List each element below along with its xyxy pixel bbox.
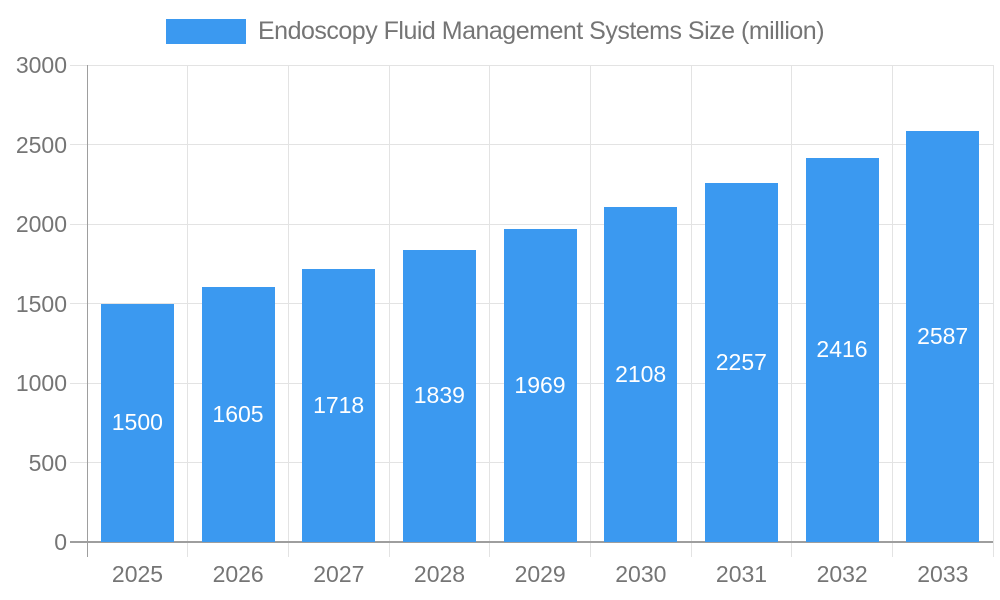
x-axis-tick: [388, 542, 390, 557]
bar-2032[interactable]: 2416: [805, 157, 879, 542]
x-axis-label: 2033: [917, 561, 969, 587]
y-axis-label: 2000: [15, 211, 67, 237]
bar-2027[interactable]: 1718: [302, 268, 376, 542]
y-axis-label: 0: [54, 529, 67, 555]
x-axis-tick: [287, 542, 289, 557]
x-axis-label: 2028: [413, 561, 466, 587]
v-gridline: [489, 65, 491, 542]
x-axis-label: 2030: [615, 561, 667, 587]
x-axis-label: 2026: [212, 561, 264, 587]
h-gridline: [87, 144, 993, 145]
x-axis-label: 2029: [514, 561, 566, 587]
y-axis-label: 2500: [15, 131, 67, 158]
v-gridline: [791, 65, 793, 542]
y-axis-tick: [70, 223, 87, 225]
bar-2028[interactable]: 1839: [402, 249, 476, 542]
bar-2029[interactable]: 1969: [503, 228, 577, 542]
x-axis-tick: [891, 542, 893, 557]
bar-2026[interactable]: 1605: [201, 286, 275, 542]
y-axis-tick: [70, 64, 87, 66]
bar-value-label: 1839: [413, 382, 465, 409]
legend-item[interactable]: Endoscopy Fluid Management Systems Size …: [166, 16, 825, 46]
v-gridline: [690, 65, 692, 542]
v-gridline: [388, 65, 390, 542]
x-axis-tick: [791, 542, 793, 557]
v-gridline: [992, 65, 994, 542]
x-axis-label: 2027: [313, 561, 365, 587]
legend-label: Endoscopy Fluid Management Systems Size …: [258, 16, 825, 45]
x-axis-label: 2025: [111, 561, 164, 587]
v-gridline: [187, 65, 189, 542]
x-axis-tick: [589, 542, 591, 557]
v-gridline: [891, 65, 893, 542]
bar-2033[interactable]: 2587: [906, 130, 980, 542]
x-axis-tick: [187, 542, 189, 557]
y-axis-tick: [70, 382, 87, 384]
bar-value-label: 2587: [917, 322, 969, 349]
x-axis-label: 2032: [816, 561, 868, 587]
v-gridline: [287, 65, 289, 542]
y-axis-label: 1000: [15, 370, 67, 396]
bar-value-label: 1718: [313, 391, 365, 418]
bar-2025[interactable]: 1500: [100, 303, 174, 542]
y-axis-label: 1500: [15, 290, 67, 317]
x-axis-baseline: [70, 541, 993, 543]
x-axis-label: 2031: [715, 561, 768, 587]
y-axis-line: [86, 65, 88, 557]
v-gridline: [589, 65, 591, 542]
h-gridline: [87, 64, 993, 66]
y-axis-tick: [70, 303, 87, 304]
bar-value-label: 2416: [816, 336, 868, 363]
y-axis-tick: [70, 144, 87, 145]
h-gridline: [87, 223, 993, 225]
y-axis-label: 3000: [15, 52, 67, 78]
bar-2031[interactable]: 2257: [704, 183, 778, 542]
bar-value-label: 1969: [514, 371, 566, 398]
x-axis-tick: [992, 542, 994, 557]
y-axis-tick: [70, 462, 87, 463]
x-axis-tick: [690, 542, 692, 557]
x-axis-tick: [489, 542, 491, 557]
y-axis-label: 500: [28, 449, 67, 476]
bar-value-label: 2257: [715, 349, 767, 376]
bar-value-label: 1605: [212, 400, 264, 427]
bar-value-label: 1500: [111, 409, 163, 436]
bar-value-label: 2108: [615, 360, 667, 387]
bar-2030[interactable]: 2108: [604, 206, 678, 542]
legend-swatch: [166, 18, 246, 44]
